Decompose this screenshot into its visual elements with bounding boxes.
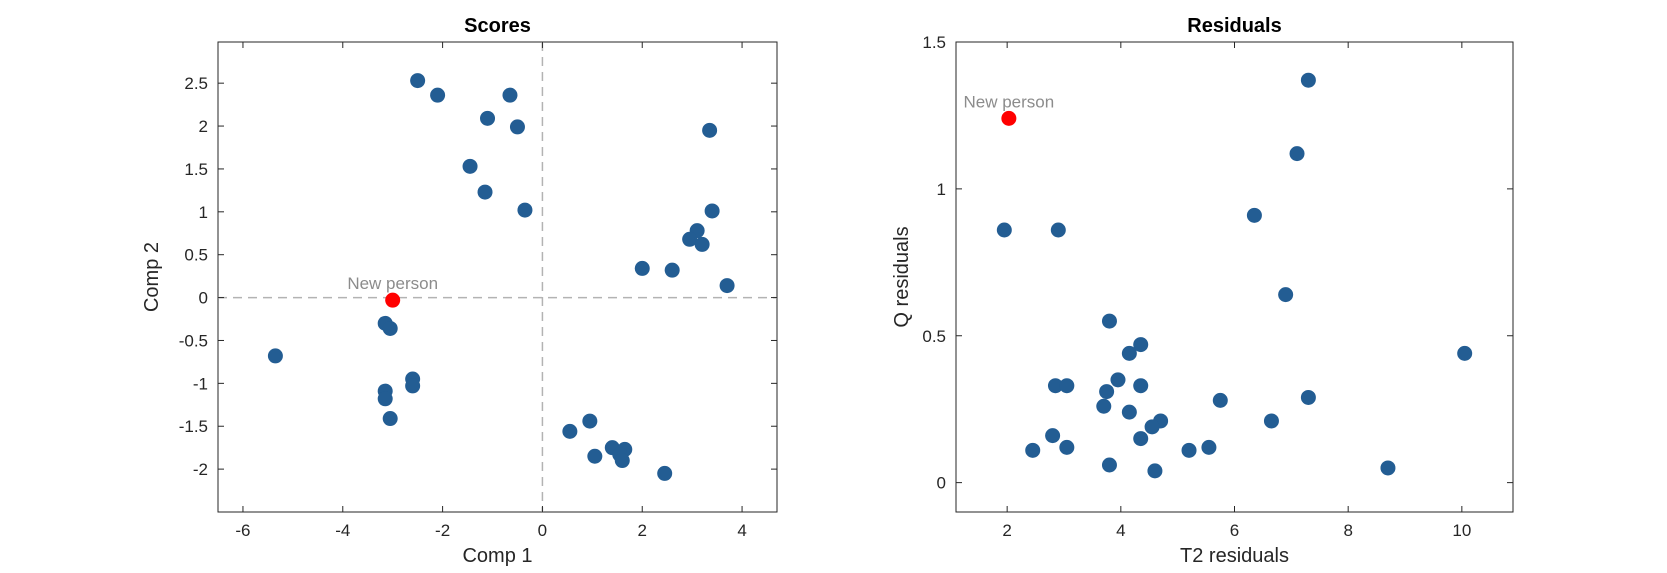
data-point	[1300, 72, 1316, 88]
data-point	[477, 184, 493, 200]
data-point	[1059, 439, 1075, 455]
y-tick-label: -0.5	[179, 331, 208, 350]
y-tick-label: 1.5	[184, 160, 208, 179]
y-tick-label: 0	[937, 474, 946, 493]
x-tick-label: 2	[638, 521, 647, 540]
highlight-label: New person	[347, 274, 438, 293]
y-tick-label: 1.5	[922, 33, 946, 52]
data-point	[1212, 392, 1228, 408]
data-point	[1289, 146, 1305, 162]
data-point	[704, 203, 720, 219]
data-point	[1099, 384, 1115, 400]
data-point	[657, 465, 673, 481]
data-point	[1096, 398, 1112, 414]
highlight-label: New person	[963, 92, 1054, 111]
data-point	[682, 231, 698, 247]
data-point	[719, 278, 735, 294]
data-point	[562, 423, 578, 439]
x-tick-label: 4	[1116, 521, 1125, 540]
data-point	[1121, 345, 1137, 361]
data-point	[1181, 442, 1197, 458]
data-point	[502, 87, 518, 103]
y-tick-label: -1	[193, 374, 208, 393]
data-point	[1047, 378, 1063, 394]
y-axis-label-scores: Comp 2	[141, 242, 163, 312]
y-tick-label: 0.5	[922, 327, 946, 346]
data-point	[1133, 337, 1149, 353]
x-tick-label: 10	[1452, 521, 1471, 540]
data-point	[1133, 378, 1149, 394]
data-point	[702, 122, 718, 138]
data-point	[582, 413, 598, 429]
data-point	[1059, 378, 1075, 394]
y-tick-label: 0.5	[184, 246, 208, 265]
data-point	[1025, 442, 1041, 458]
y-tick-label: 2	[199, 117, 208, 136]
data-point	[430, 87, 446, 103]
data-point	[462, 158, 478, 174]
x-tick-label: 0	[538, 521, 547, 540]
data-point	[1201, 439, 1217, 455]
x-tick-label: 6	[1230, 521, 1239, 540]
data-point	[1101, 313, 1117, 329]
data-point	[1045, 428, 1061, 444]
data-point	[996, 222, 1012, 238]
data-point	[1380, 460, 1396, 476]
data-point	[267, 348, 283, 364]
x-tick-label: -6	[235, 521, 250, 540]
data-point	[405, 378, 421, 394]
data-point	[509, 119, 525, 135]
data-point	[410, 73, 426, 89]
x-tick-label: 8	[1343, 521, 1352, 540]
x-axis-label-scores: Comp 1	[462, 545, 532, 567]
axes-box	[217, 41, 778, 513]
data-point	[1300, 389, 1316, 405]
data-point	[1101, 457, 1117, 473]
data-point	[1263, 413, 1279, 429]
axes-scores: -6 -4 -2 0 2 4 -2 -1.5 -1 -0.5 0 0.5 1 1.5 2 2.5 Scores C…	[141, 15, 778, 567]
data-point	[587, 448, 603, 464]
data-point	[1147, 463, 1163, 479]
data-point	[517, 202, 533, 218]
x-tick-label: 4	[737, 521, 746, 540]
data-point	[664, 262, 680, 278]
data-point	[1278, 287, 1294, 303]
data-point	[382, 320, 398, 336]
data-point	[1457, 345, 1473, 361]
y-tick-label: 1	[937, 180, 946, 199]
data-point	[1050, 222, 1066, 238]
data-point	[1246, 207, 1262, 223]
data-point	[480, 110, 496, 126]
y-axis-label-residuals: Q residuals	[891, 226, 913, 327]
data-point	[382, 411, 398, 427]
chart-title-residuals: Residuals	[1187, 15, 1281, 37]
x-tick-label: -2	[435, 521, 450, 540]
x-tick-label: 2	[1002, 521, 1011, 540]
data-point	[1133, 431, 1149, 447]
highlight-point	[1001, 110, 1017, 126]
y-tick-label: 1	[199, 203, 208, 222]
data-point	[1144, 419, 1160, 435]
y-tick-label: -2	[193, 460, 208, 479]
chart-title-scores: Scores	[464, 15, 531, 37]
data-point	[377, 391, 393, 407]
data-point	[1110, 372, 1126, 388]
x-axis-label-residuals: T2 residuals	[1180, 545, 1289, 567]
y-tick-label: 2.5	[184, 74, 208, 93]
axes-residuals: 2 4 6 8 10 0 0.5 1 1.5 Residuals T2 residuals Q res…	[891, 15, 1514, 567]
data-point	[1121, 404, 1137, 420]
data-point	[634, 260, 650, 276]
x-tick-label: -4	[335, 521, 350, 540]
data-point	[614, 453, 630, 469]
y-tick-label: 0	[199, 289, 208, 308]
highlight-point	[385, 292, 401, 308]
y-tick-label: -1.5	[179, 417, 208, 436]
data-point	[694, 236, 710, 252]
